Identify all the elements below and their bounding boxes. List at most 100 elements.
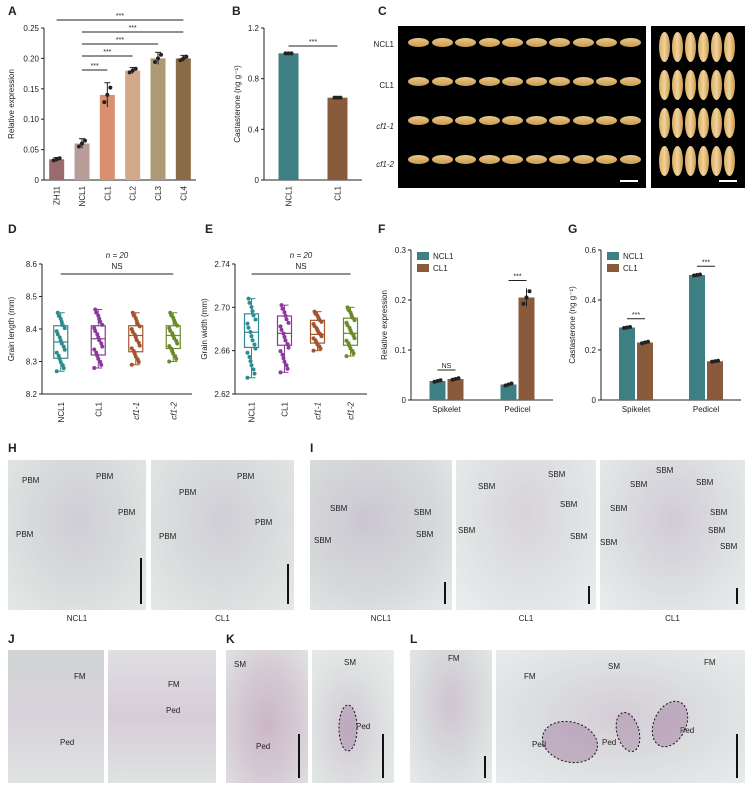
scale-bar <box>444 582 446 604</box>
bar <box>429 381 446 400</box>
pbm-label: PBM <box>96 472 114 481</box>
data-point <box>692 273 696 278</box>
grain <box>549 38 570 47</box>
grain <box>502 155 523 164</box>
fm-label: FM <box>74 672 86 681</box>
y-tick-label: 2.74 <box>214 260 230 269</box>
chart-d: 8.2 8.3 8.4 8.5 8.6 Grain length (mm) NCL1 CL1 c… <box>7 251 192 422</box>
data-point <box>253 317 258 322</box>
data-point <box>130 329 135 334</box>
grain <box>659 32 670 62</box>
bar <box>327 97 348 180</box>
y-tick-label: 2.66 <box>214 347 230 356</box>
data-point <box>95 332 100 337</box>
data-point <box>349 330 354 335</box>
data-point <box>282 310 287 315</box>
data-point <box>62 326 67 331</box>
data-point <box>136 360 141 365</box>
micrograph-l2: FM SM FM Ped Ped Ped <box>496 650 745 783</box>
data-point <box>253 346 258 351</box>
sbm-label: SBM <box>314 536 332 545</box>
grain <box>455 38 476 47</box>
grain <box>455 77 476 86</box>
data-point <box>135 321 140 326</box>
data-point <box>335 95 340 100</box>
legend-label: CL1 <box>433 264 448 273</box>
ped-label: Ped <box>680 726 695 735</box>
bar <box>74 143 90 180</box>
grain <box>549 116 570 125</box>
data-point <box>251 367 256 372</box>
sbm-label: SBM <box>560 500 578 509</box>
data-point <box>521 301 526 306</box>
grain <box>549 77 570 86</box>
significance-label: *** <box>116 13 124 20</box>
bar <box>500 384 517 400</box>
data-point <box>628 324 632 329</box>
pbm-label: PBM <box>118 508 136 517</box>
x-tick-label: NCL1 <box>78 185 87 206</box>
y-tick-label: 0.10 <box>23 115 39 124</box>
ped-label: Ped <box>256 742 271 751</box>
x-tick-label: Pedicel <box>504 405 530 414</box>
grain <box>478 77 500 86</box>
data-point <box>283 338 288 343</box>
ped-label: Ped <box>356 722 371 731</box>
bar <box>278 53 299 181</box>
data-point <box>248 359 253 364</box>
panel-letter-i: I <box>310 441 314 455</box>
data-point <box>94 310 99 315</box>
data-point <box>59 319 64 324</box>
data-point <box>345 323 350 328</box>
data-point <box>506 382 511 387</box>
y-tick-label: 0.1 <box>395 346 407 355</box>
data-point <box>695 273 699 277</box>
significance-label: *** <box>309 39 317 46</box>
grain <box>619 77 641 86</box>
pbm-label: PBM <box>159 532 177 541</box>
data-point <box>289 51 294 56</box>
y-tick-label: 0.8 <box>248 75 260 84</box>
y-tick-label: 0.3 <box>395 246 407 255</box>
scale-bar <box>382 734 384 778</box>
micrograph-i1: SBM SBM SBM SBM <box>310 460 452 610</box>
data-point <box>281 356 286 361</box>
grain <box>698 108 709 138</box>
grain <box>596 77 617 86</box>
micrograph-j2: FM Ped <box>108 650 216 783</box>
grain-row-label-4: cf1-2 <box>376 160 394 169</box>
data-point <box>249 304 254 309</box>
grain <box>672 32 683 62</box>
data-point <box>61 366 66 371</box>
grain <box>596 38 617 47</box>
grain <box>659 108 670 138</box>
grain <box>525 38 547 47</box>
chart-a: 0 0.05 0.10 0.15 0.20 0.25 Relative expression… <box>7 13 196 206</box>
significance-label: *** <box>632 312 640 319</box>
fm-label: FM <box>704 658 716 667</box>
significance-label: *** <box>103 49 111 56</box>
fm-label: FM <box>448 654 460 663</box>
scale-bar <box>588 586 590 604</box>
x-tick-label: NCL1 <box>57 401 66 422</box>
y-axis-label: Grain width (mm) <box>200 298 209 360</box>
box <box>243 313 260 349</box>
grain <box>698 146 709 176</box>
panel-letter-g: G <box>568 222 578 236</box>
chart-b: 0 0.4 0.8 1.2 Castasterone (ng g⁻¹) NCL1 CL1 **… <box>233 24 362 206</box>
data-point <box>698 272 702 277</box>
data-point <box>278 324 283 329</box>
sbm-label: SBM <box>710 508 728 517</box>
grain <box>685 146 696 176</box>
bar <box>49 159 65 180</box>
fm-label: FM <box>168 680 180 689</box>
grain <box>685 108 696 138</box>
panel-letter-l: L <box>410 632 418 646</box>
x-tick-label: NCL1 <box>285 185 294 206</box>
data-point <box>453 377 458 381</box>
sm-label: SM <box>344 658 356 667</box>
data-point <box>181 56 186 61</box>
legend-label: NCL1 <box>433 252 454 261</box>
y-tick-label: 0 <box>255 176 260 185</box>
sm-label: SM <box>234 660 246 669</box>
